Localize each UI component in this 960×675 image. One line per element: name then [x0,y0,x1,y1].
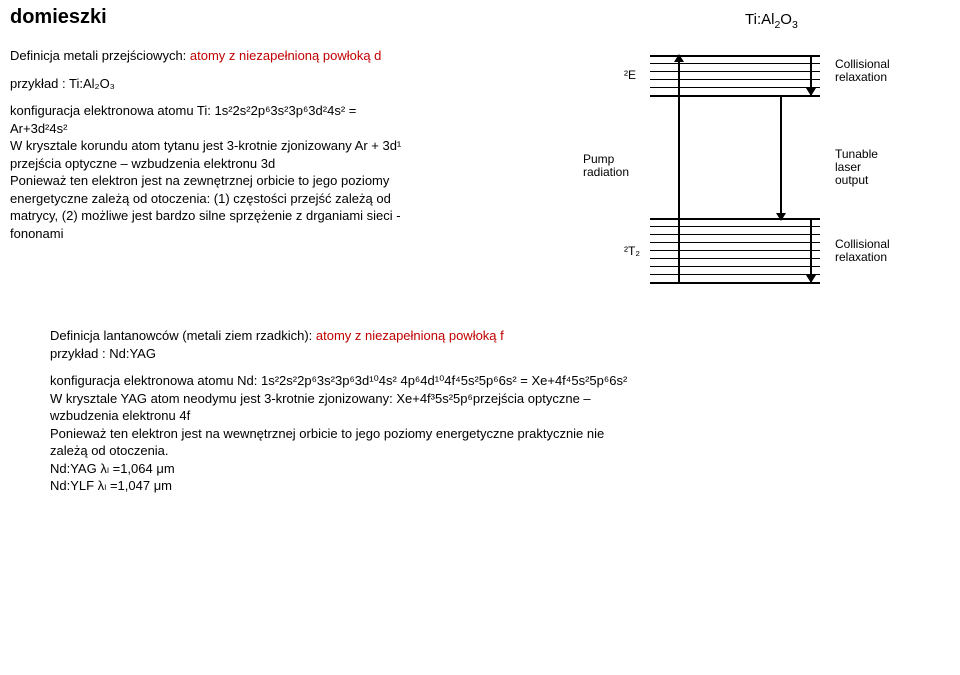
example-2: przykład : Nd:YAG [50,345,952,363]
because-1: Ponieważ ten elektron jest na zewnętrzne… [10,172,580,242]
label-collisional-top: Collisionalrelaxation [835,58,915,84]
crystal-2b: wzbudzenia elektronu 4f [50,407,952,425]
level-line [650,258,820,259]
crystal-1: W krysztale korundu atom tytanu jest 3-k… [10,137,580,172]
def1-text: Definicja metali przejściowych: [10,48,190,63]
level-line [650,71,820,72]
level-line [650,79,820,80]
bottom-text: Definicja lantanowców (metali ziem rzadk… [0,303,960,495]
because-1c: matrycy, (2) możliwe jest bardzo silne s… [10,207,580,225]
level-line [650,226,820,227]
crystal-1a: W krysztale korundu atom tytanu jest 3-k… [10,137,580,155]
label-2t: ²T₂ [624,245,640,258]
crystal-1b: przejścia optyczne – wzbudzenia elektron… [10,155,580,173]
level-line [650,266,820,267]
laser-arrow-icon [780,95,782,220]
left-text-column: Definicja metali przejściowych: atomy z … [0,29,590,303]
energy-level-diagram: ²E ²T₂ Pumpradiation Collisionalrelaxati… [590,33,930,303]
relax-arrow-bot-icon [810,220,812,282]
because-1a: Ponieważ ten elektron jest na zewnętrzne… [10,172,580,190]
example-1: przykład : Ti:Al₂O₃ [10,75,580,93]
level-line [650,234,820,235]
ndylf-line: Nd:YLF λₗ =1,047 μm [50,477,952,495]
crystal-2: W krysztale YAG atom neodymu jest 3-krot… [50,390,952,425]
because-2b: zależą od otoczenia. [50,442,952,460]
top-section: Definicja metali przejściowych: atomy z … [0,29,960,303]
config-1: konfiguracja elektronowa atomu Ti: 1s²2s… [10,102,580,137]
tial-sub2: 3 [792,19,798,31]
def2-text: Definicja lantanowców (metali ziem rzadk… [50,328,316,343]
level-line [650,87,820,88]
level-line [650,242,820,243]
page-title: domieszki [0,0,960,29]
label-pump: Pumpradiation [583,153,643,179]
tial-label: Ti:Al2O3 [745,11,798,31]
level-line [650,218,820,220]
because-1d: fononami [10,225,580,243]
ndyag-line: Nd:YAG λₗ =1,064 μm [50,460,952,478]
relax-arrow-top-icon [810,57,812,95]
crystal-2a: W krysztale YAG atom neodymu jest 3-krot… [50,390,952,408]
label-collisional-bot: Collisionalrelaxation [835,238,915,264]
config-2: konfiguracja elektronowa atomu Nd: 1s²2s… [50,372,952,390]
definition-1: Definicja metali przejściowych: atomy z … [10,47,580,65]
level-line [650,274,820,275]
level-line [650,282,820,284]
level-line [650,250,820,251]
def2-red: atomy z niezapełnioną powłoką f [316,328,504,343]
label-2e: ²E [624,69,636,82]
right-diagram-column: Ti:Al2O3 ²E ²T₂ Pumpradiation [590,29,950,303]
because-1b: energetyczne zależą od otoczenia: (1) cz… [10,190,580,208]
because-2: Ponieważ ten elektron jest na wewnętrzne… [50,425,952,460]
tial-text: Ti:Al [745,11,774,28]
config-1b: Ar+3d²4s² [10,120,580,138]
level-line [650,63,820,64]
tial-o: O [780,11,792,28]
because-2a: Ponieważ ten elektron jest na wewnętrzne… [50,425,952,443]
pump-arrow-icon [678,55,680,284]
def1-red: atomy z niezapełnioną powłoką d [190,48,382,63]
level-line [650,95,820,97]
label-laser: Tunablelaseroutput [835,148,915,188]
config-1a: konfiguracja elektronowa atomu Ti: 1s²2s… [10,102,580,120]
definition-2: Definicja lantanowców (metali ziem rzadk… [50,327,952,345]
